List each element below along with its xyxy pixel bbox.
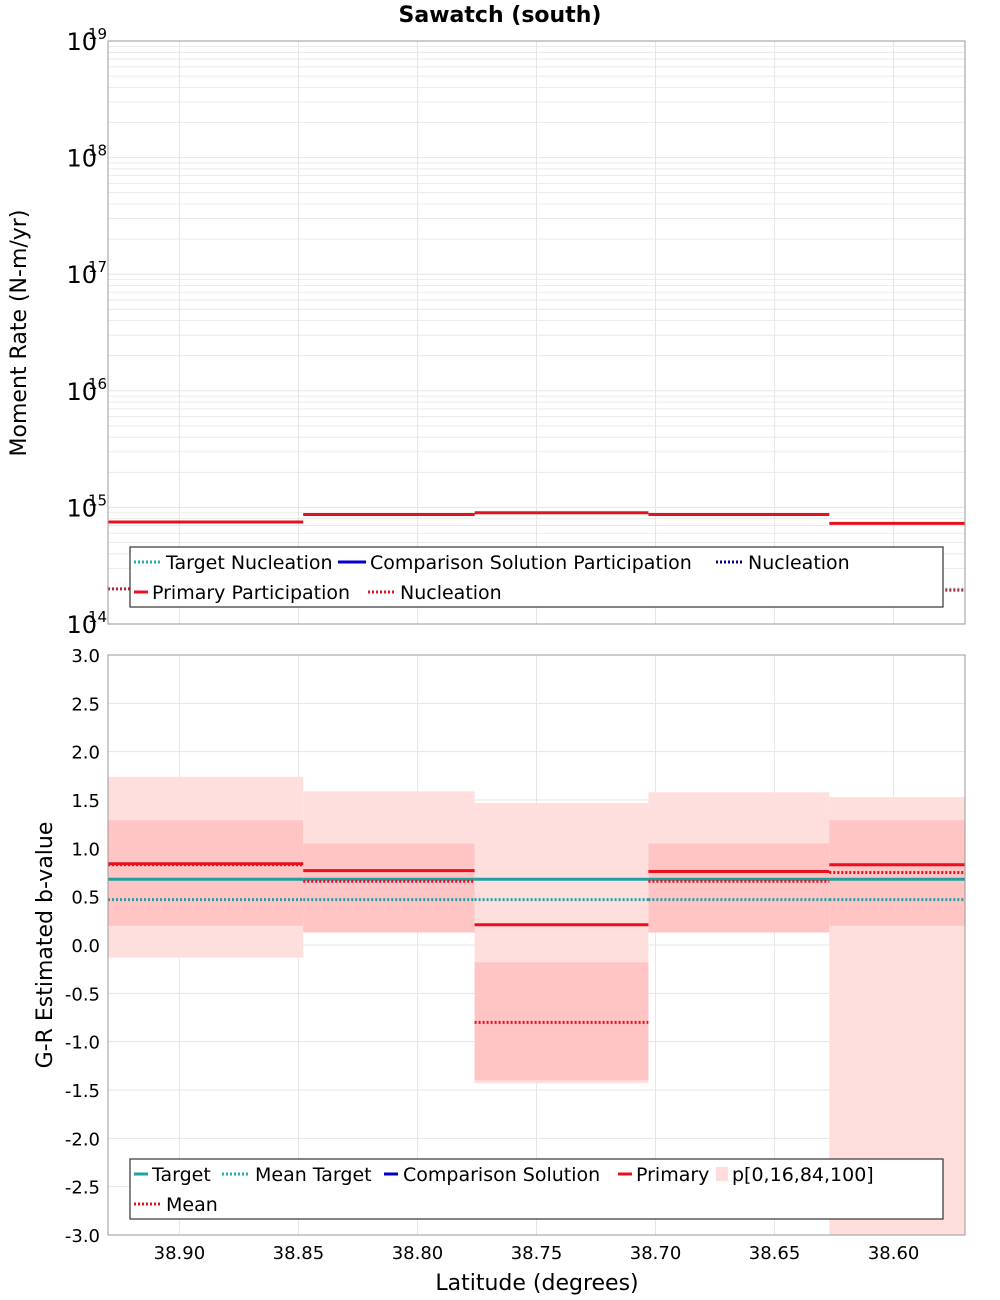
bottom-y-tick-label: -0.5 [65, 984, 100, 1005]
tick-exponent: 16 [88, 375, 107, 393]
percentile-band-inner [474, 962, 649, 1081]
bottom-y-tick-label: -1.0 [65, 1033, 100, 1054]
bottom-legend: Target Mean Target Comparison Solution P… [129, 1158, 944, 1220]
bottom-y-tick-label: -2.0 [65, 1129, 100, 1150]
x-axis-label: Latitude (degrees) [435, 1271, 638, 1296]
top-y-axis-label: Moment Rate (N-m/yr) [7, 210, 32, 457]
tick-base: 10 [66, 261, 97, 289]
bottom-y-tick-label: 0.0 [71, 936, 100, 957]
bottom-y-ticks: -3.0 -2.5 -2.0 -1.5 -1.0 -0.5 0.0 0.5 1.0 1.5 2.0 2… [65, 646, 100, 1247]
top-plot-frame [107, 40, 966, 625]
legend-entry-primary-participation: Primary Participation [134, 582, 350, 604]
top-legend-box [129, 546, 944, 608]
x-tick-label: 38.85 [273, 1243, 325, 1264]
bottom-y-tick-label: -1.5 [65, 1081, 100, 1102]
tick-exponent: 14 [88, 608, 107, 626]
chart-title: Sawatch (south) [399, 3, 602, 28]
b-value-plot: -3.0 -2.5 -2.0 -1.5 -1.0 -0.5 0.0 0.5 1.0 1.5 2.0 2… [65, 646, 966, 1264]
bottom-y-tick-label: 2.5 [71, 694, 100, 715]
tick-base: 10 [66, 494, 97, 522]
legend-entry-target-nucleation: Target Nucleation [134, 552, 333, 574]
legend-label: Nucleation [400, 582, 502, 604]
legend-label: Target Nucleation [165, 552, 333, 574]
bottom-y-axis-label: G-R Estimated b-value [33, 822, 58, 1069]
x-tick-label: 38.65 [749, 1243, 801, 1264]
percentile-band-inner [648, 843, 830, 933]
percentile-band-inner [303, 843, 475, 933]
legend-label: Primary [636, 1164, 709, 1186]
bottom-y-tick-label: 1.5 [71, 791, 100, 812]
legend-label: Nucleation [748, 552, 850, 574]
bottom-y-tick-label: -2.5 [65, 1178, 100, 1199]
tick-base: 10 [66, 611, 97, 639]
bottom-y-tick-label: 0.5 [71, 888, 100, 909]
x-tick-label: 38.75 [511, 1243, 563, 1264]
legend-label: Comparison Solution Participation [370, 552, 692, 574]
bottom-legend-box [129, 1158, 944, 1220]
legend-entry-mean-target: Mean Target [222, 1164, 372, 1186]
top-legend: Target Nucleation Comparison Solution Pa… [129, 546, 944, 608]
legend-label: Mean Target [255, 1164, 372, 1186]
legend-entry-percentiles: p[0,16,84,100] [716, 1164, 874, 1186]
legend-entry-target: Target [134, 1164, 211, 1186]
legend-label: p[0,16,84,100] [732, 1164, 874, 1186]
tick-base: 10 [66, 378, 97, 406]
tick-exponent: 17 [88, 258, 107, 276]
bottom-y-tick-label: 1.0 [71, 839, 100, 860]
legend-label: Comparison Solution [403, 1164, 600, 1186]
bottom-plot-frame [107, 654, 966, 1236]
tick-base: 10 [66, 28, 97, 56]
legend-entry-primary-nucleation: Nucleation [368, 582, 502, 604]
tick-exponent: 18 [88, 142, 107, 160]
bottom-series [108, 862, 965, 1024]
legend-entry-comparison-nucleation: Nucleation [716, 552, 850, 574]
x-tick-label: 38.70 [630, 1243, 682, 1264]
bottom-y-tick-label: -3.0 [65, 1226, 100, 1247]
x-tick-label: 38.60 [868, 1243, 920, 1264]
legend-entry-comparison-participation: Comparison Solution Participation [338, 552, 692, 574]
legend-entry-primary: Primary [618, 1164, 709, 1186]
x-ticks: 38.90 38.85 38.80 38.75 38.70 38.65 38.60 [154, 1243, 920, 1264]
legend-label: Mean [166, 1194, 218, 1216]
bottom-y-tick-label: 2.0 [71, 743, 100, 764]
x-tick-label: 38.90 [154, 1243, 206, 1264]
tick-base: 10 [66, 145, 97, 173]
legend-entry-comparison-solution: Comparison Solution [384, 1164, 600, 1186]
percentile-band-inner [108, 820, 304, 926]
tick-exponent: 15 [88, 491, 107, 509]
legend-label: Target [151, 1164, 211, 1186]
tick-exponent: 19 [88, 25, 107, 43]
legend-entry-mean: Mean [134, 1194, 218, 1216]
bottom-y-tick-label: 3.0 [71, 646, 100, 667]
legend-label: Primary Participation [152, 582, 350, 604]
x-tick-label: 38.80 [392, 1243, 444, 1264]
